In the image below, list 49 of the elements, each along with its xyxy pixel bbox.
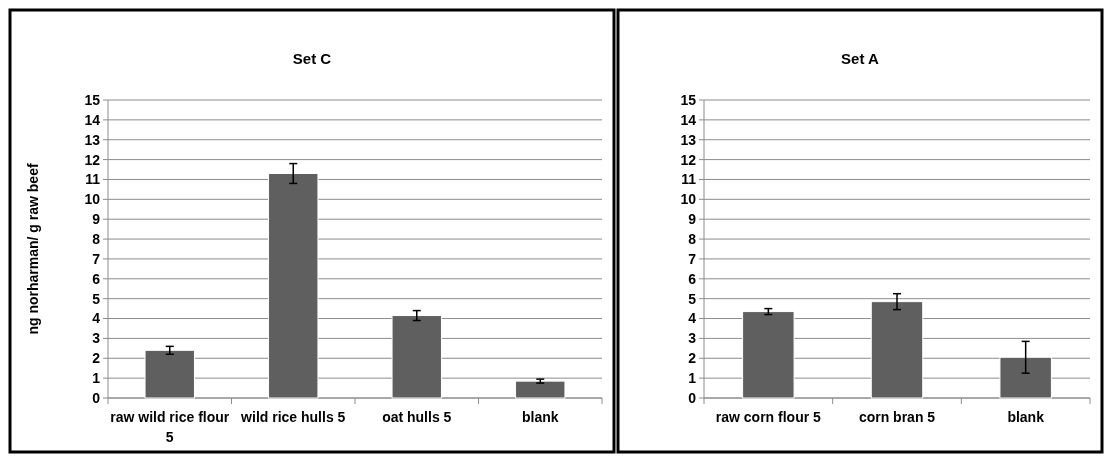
bar [999,356,1052,399]
y-tick-label: 9 [688,211,697,228]
y-tick-label: 2 [92,350,101,367]
x-tick-label: corn bran 5 [858,409,936,425]
y-tick-label: 14 [84,111,101,128]
y-tick-label: 8 [688,230,697,247]
y-tick-label: 5 [92,290,101,307]
y-tick-label: 0 [688,389,697,406]
chart-title: Set A [841,50,880,67]
y-tick-label: 7 [688,250,697,267]
bar [391,315,442,399]
bar [515,380,566,399]
y-tick-label: 13 [84,131,101,148]
x-tick-label: blank [1007,409,1045,425]
y-tick-label: 4 [92,310,101,327]
y-tick-label: 7 [92,250,101,267]
y-tick-label: 12 [680,151,697,168]
y-tick-label: 3 [92,330,101,347]
bar [870,301,924,399]
y-tick-label: 11 [85,171,101,188]
y-tick-label: 10 [680,191,697,208]
x-tick-label: raw corn flour 5 [715,409,822,425]
y-tick-label: 2 [688,350,697,367]
y-tick-label: 1 [688,370,697,387]
y-tick-label: 0 [92,389,101,406]
y-tick-label: 9 [92,211,101,228]
y-tick-label: 15 [680,91,697,108]
y-tick-label: 6 [688,270,697,287]
y-tick-label: 14 [680,111,697,128]
bar [268,173,319,399]
y-tick-label: 6 [92,270,101,287]
y-tick-label: 15 [84,91,101,108]
y-tick-label: 3 [688,330,697,347]
bar [144,349,195,399]
y-tick-label: 1 [92,370,101,387]
y-tick-label: 4 [688,310,697,327]
chart-title: Set C [292,50,332,67]
y-tick-label: 13 [680,131,697,148]
x-tick-label: raw wild rice flour 5 [110,409,230,445]
y-axis-title: ng norharman/ g raw beef [25,163,41,335]
x-tick-label: wild rice hulls 5 [240,409,346,425]
y-tick-label: 8 [92,230,101,247]
y-tick-label: 12 [84,151,101,168]
x-tick-label: blank [521,409,559,425]
y-tick-label: 10 [84,191,101,208]
y-tick-label: 11 [681,171,697,188]
y-tick-label: 5 [688,290,697,307]
x-tick-label: oat hulls 5 [382,409,452,425]
bar [742,311,795,399]
